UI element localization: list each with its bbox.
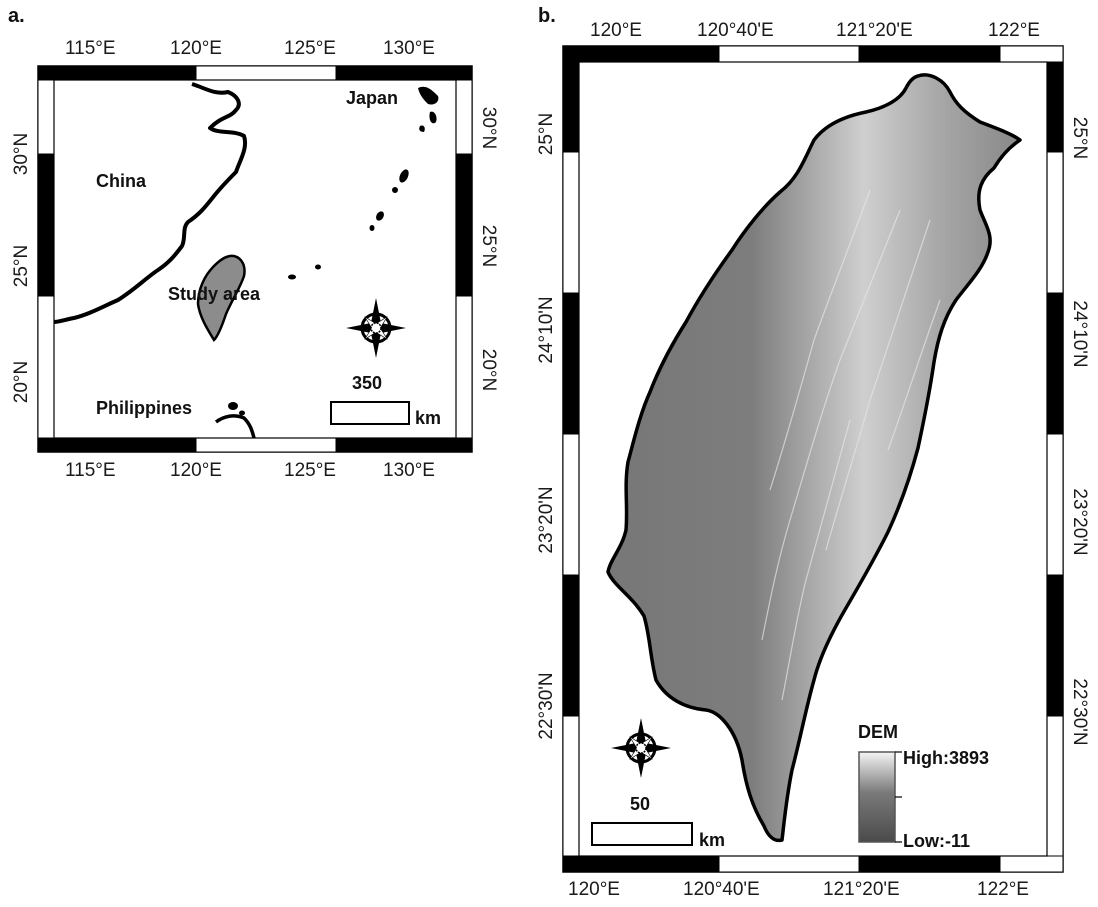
scale-b-bar [591,822,693,846]
dem-ridges [761,189,941,701]
frame-top-black-1 [38,66,196,80]
panel-b: b. [536,5,1090,900]
dem-legend-high: High:3893 [903,748,989,768]
japan-island [418,86,439,105]
scale-b-unit: km [699,830,725,850]
taiwan-dem [606,73,1022,843]
scale-b-value: 50 [630,794,650,814]
tick-b-bottom-0: 120°E [568,879,620,900]
tick-b-left-3: 22°30'N [536,672,557,739]
tick-a-bottom-3: 130°E [383,460,435,481]
tick-b-bottom-1: 120°40'E [683,879,760,900]
tick-a-right-2: 20°N [478,349,499,391]
tick-a-left-0: 30°N [11,133,32,175]
tick-b-right-3: 22°30'N [1069,678,1090,745]
panel-a-label: a. [8,5,25,27]
tick-a-top-1: 120°E [170,38,222,59]
tick-a-left-1: 25°N [11,245,32,287]
tick-a-left-2: 20°N [11,361,32,403]
tick-b-top-2: 121°20'E [836,20,913,41]
compass-icon [611,718,671,778]
tick-b-top-1: 120°40'E [697,20,774,41]
tick-b-left-2: 23°20'N [536,486,557,553]
panel-b-label: b. [538,5,556,27]
tick-a-top-2: 125°E [284,38,336,59]
map-a-area [53,79,457,439]
taiwan-study-area [196,254,246,343]
tick-b-top-3: 122°E [988,20,1040,41]
label-philippines: Philippines [96,398,192,418]
dem-legend-low: Low:-11 [903,831,970,851]
tick-b-right-0: 25°N [1069,117,1090,159]
tick-b-left-0: 25°N [536,113,557,155]
tick-b-top-0: 120°E [590,20,642,41]
china-coastline [53,82,247,324]
label-china: China [96,171,147,191]
tick-b-left-1: 24°10'N [536,296,557,363]
tick-b-bottom-2: 121°20'E [823,879,900,900]
scale-a-value: 350 [352,373,382,393]
scale-a-unit: km [415,408,441,428]
tick-a-right-0: 30°N [478,107,499,149]
tick-b-right-1: 24°10'N [1069,300,1090,367]
label-study-area: Study area [168,284,261,304]
tick-a-right-1: 25°N [478,225,499,267]
scale-a-bar [330,401,410,425]
tick-a-bottom-1: 120°E [170,460,222,481]
compass-icon [346,298,406,358]
tick-a-top-0: 115°E [65,38,116,59]
tick-b-right-2: 23°20'N [1069,488,1090,555]
tick-a-top-3: 130°E [383,38,435,59]
dem-colorbar [858,751,896,843]
frame-bottom-black-1 [38,438,196,452]
label-japan: Japan [346,88,398,108]
dem-legend-title: DEM [858,722,898,742]
tick-b-bottom-3: 122°E [977,879,1029,900]
panel-a: a. [8,5,499,481]
tick-a-bottom-0: 115°E [65,460,116,481]
tick-a-bottom-2: 125°E [284,460,336,481]
philippines-coastline [214,414,256,439]
